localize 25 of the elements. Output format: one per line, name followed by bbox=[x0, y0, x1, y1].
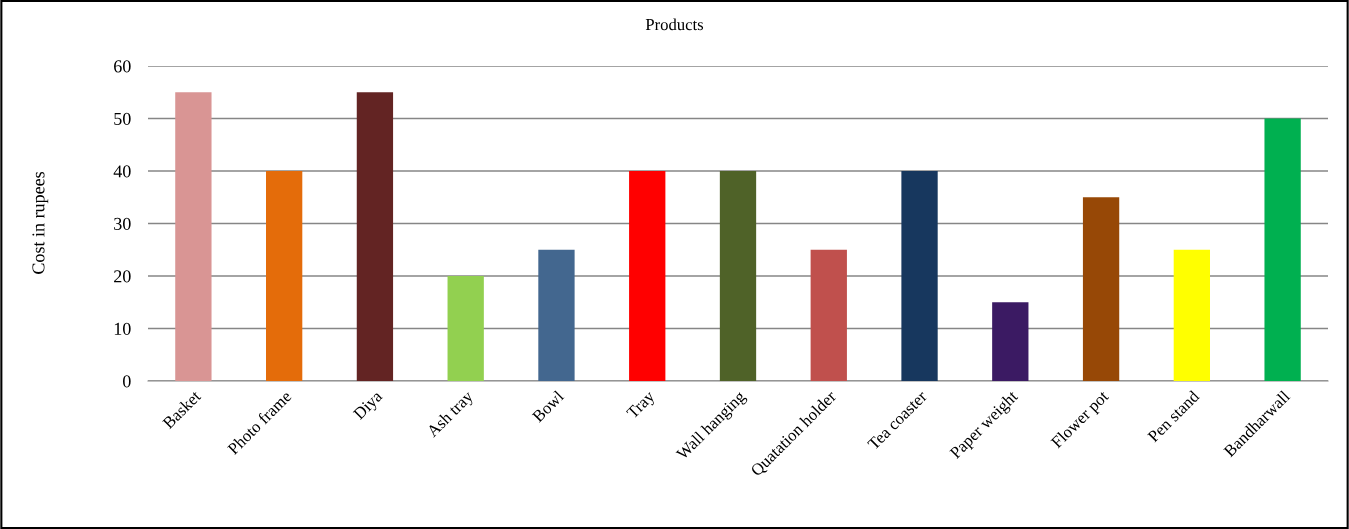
bar bbox=[810, 249, 847, 381]
bar bbox=[266, 171, 303, 381]
y-tick-label: 50 bbox=[114, 112, 131, 125]
bar bbox=[1173, 249, 1210, 381]
y-tick-label: 60 bbox=[114, 60, 131, 73]
y-tick-label: 0 bbox=[122, 375, 131, 388]
bar bbox=[629, 171, 666, 381]
bar bbox=[1082, 197, 1120, 381]
x-tick-label: Diya bbox=[352, 389, 386, 423]
y-tick-label: 30 bbox=[114, 217, 131, 230]
bar bbox=[1264, 118, 1301, 381]
bar bbox=[175, 92, 212, 381]
y-tick-label: 20 bbox=[114, 270, 131, 283]
bar bbox=[538, 249, 575, 381]
y-tick-label: 40 bbox=[113, 165, 131, 178]
bar bbox=[992, 302, 1029, 381]
x-tick-label: Tray bbox=[626, 389, 658, 422]
y-axis-title: Cost in rupees bbox=[32, 172, 49, 274]
y-tick-label: 10 bbox=[114, 322, 131, 335]
bar bbox=[719, 171, 757, 381]
x-tick-label: Ash tray bbox=[425, 389, 477, 441]
bar bbox=[356, 92, 394, 381]
bar bbox=[447, 276, 484, 381]
chart-title: Products bbox=[645, 18, 704, 31]
bar bbox=[901, 171, 938, 381]
